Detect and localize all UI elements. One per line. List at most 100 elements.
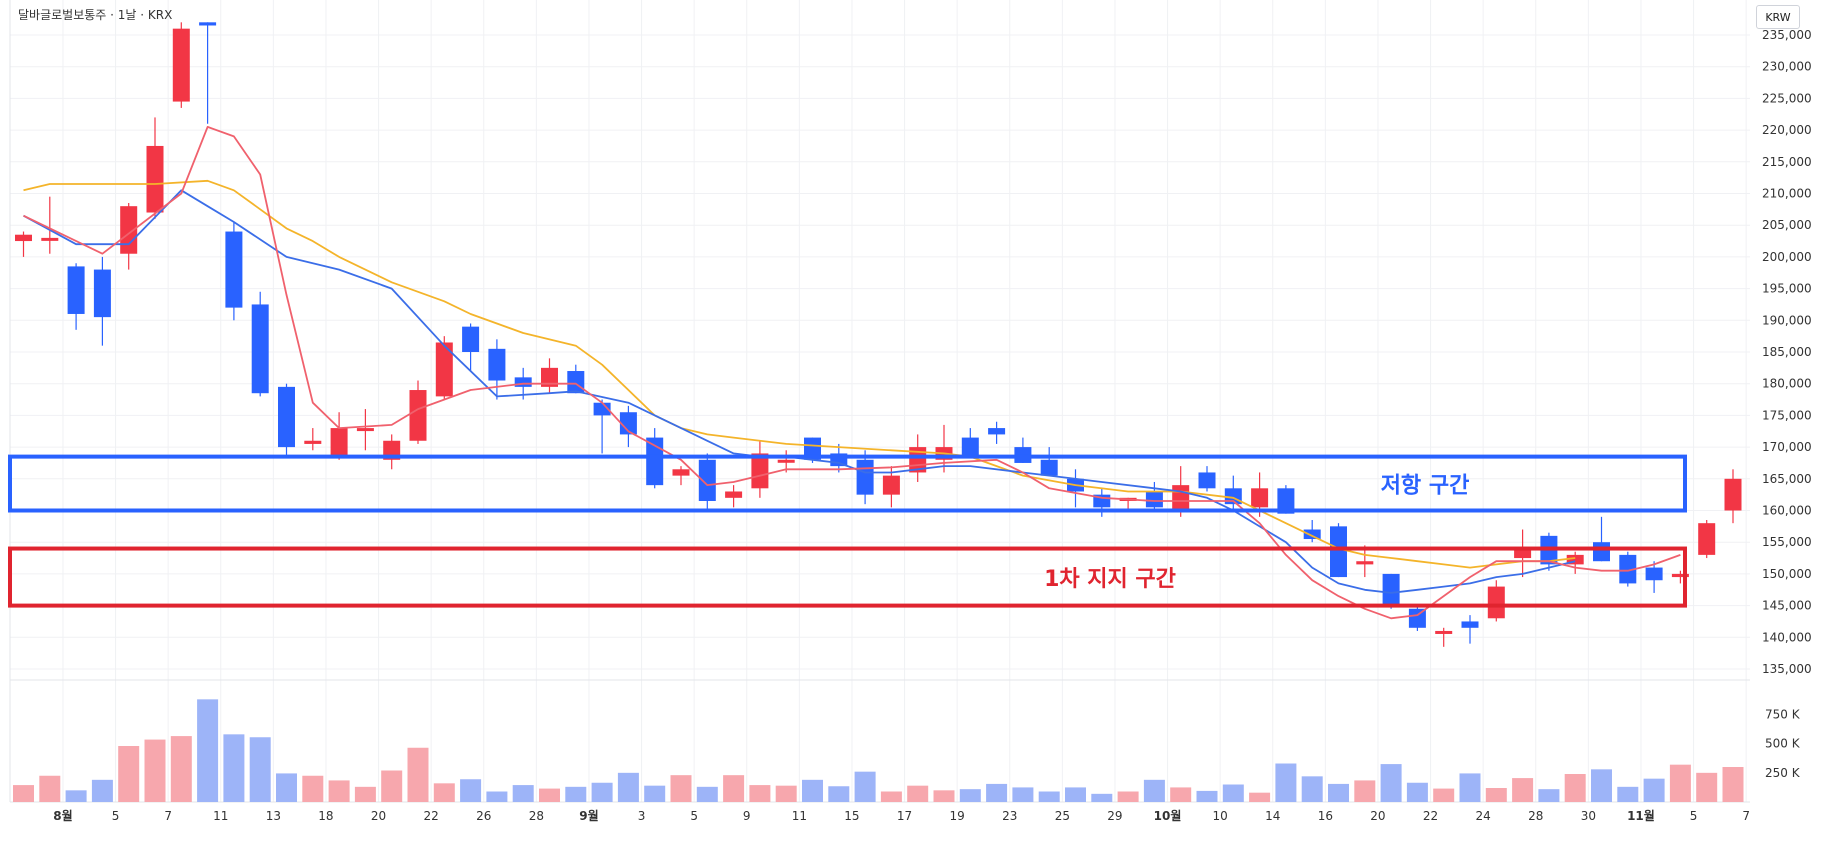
time-tick-label: 11 bbox=[213, 809, 228, 823]
candle-body bbox=[1251, 488, 1269, 508]
price-tick-label: 175,000 bbox=[1762, 408, 1812, 422]
price-tick-label: 165,000 bbox=[1762, 472, 1812, 486]
candle-body bbox=[67, 266, 85, 314]
candle-body bbox=[356, 428, 374, 432]
candle-body bbox=[541, 367, 558, 387]
candle-body bbox=[146, 145, 164, 213]
volume-bar bbox=[118, 746, 140, 802]
volume-bar bbox=[354, 786, 376, 802]
volume-bar bbox=[1433, 788, 1455, 802]
volume-bar bbox=[1170, 787, 1192, 802]
volume-bar bbox=[197, 699, 219, 802]
ma-mid-line bbox=[23, 189, 1576, 594]
volume-bar bbox=[1696, 772, 1718, 802]
candle-body bbox=[462, 326, 480, 352]
volume-bar bbox=[460, 779, 482, 802]
candle-body bbox=[1198, 472, 1216, 489]
candle-body bbox=[1461, 621, 1479, 628]
volume-bar bbox=[1249, 792, 1271, 802]
time-tick-label: 5 bbox=[690, 809, 698, 823]
candle-body bbox=[514, 377, 532, 387]
volume-bar bbox=[1380, 764, 1402, 802]
volume-bar bbox=[880, 791, 902, 802]
candle-body bbox=[41, 237, 59, 241]
price-tick-label: 235,000 bbox=[1762, 28, 1812, 42]
volume-bar bbox=[170, 736, 192, 802]
resistance-zone-label: 저항 구간 bbox=[1381, 474, 1470, 499]
volume-bar bbox=[1485, 788, 1507, 802]
candle-body bbox=[593, 402, 611, 416]
volume-bar bbox=[1722, 767, 1744, 802]
volume-bar bbox=[1328, 783, 1349, 802]
time-tick-label: 5 bbox=[1690, 809, 1698, 823]
ma-long-line bbox=[23, 179, 1576, 569]
volume-bar bbox=[644, 785, 666, 802]
candle-body bbox=[1645, 567, 1663, 581]
volume-bar bbox=[670, 775, 692, 802]
candle-body bbox=[725, 491, 743, 498]
time-tick-label: 22 bbox=[1423, 809, 1438, 823]
volume-bar bbox=[1512, 778, 1534, 802]
volume-bar bbox=[1643, 778, 1665, 802]
candle-body bbox=[672, 469, 690, 476]
volume-bar bbox=[1301, 776, 1323, 802]
time-tick-label: 25 bbox=[1055, 809, 1070, 823]
volume-bar bbox=[828, 786, 850, 802]
time-tick-label: 22 bbox=[424, 809, 439, 823]
candle-body bbox=[698, 459, 716, 501]
volume-bar bbox=[223, 734, 245, 802]
volume-bar bbox=[1459, 773, 1481, 802]
candle-body bbox=[93, 269, 111, 318]
candle-body bbox=[409, 390, 427, 441]
volume-bar bbox=[1091, 793, 1113, 802]
candle-body bbox=[1408, 608, 1426, 628]
candle-body bbox=[804, 437, 821, 460]
volume-bar bbox=[1222, 784, 1244, 802]
price-tick-label: 210,000 bbox=[1762, 187, 1812, 201]
price-tick-label: 205,000 bbox=[1762, 218, 1812, 232]
time-tick-label: 7 bbox=[164, 809, 172, 823]
volume-bar bbox=[407, 747, 429, 802]
time-tick-label: 5 bbox=[112, 809, 120, 823]
time-tick-label: 28 bbox=[1528, 809, 1543, 823]
candle-body bbox=[1330, 526, 1347, 578]
volume-bar bbox=[565, 786, 587, 802]
volume-bar bbox=[539, 788, 560, 802]
candle-body bbox=[172, 28, 190, 102]
volume-bar bbox=[1038, 791, 1060, 802]
volume-bar bbox=[907, 785, 929, 802]
time-tick-label: 20 bbox=[371, 809, 386, 823]
volume-bar bbox=[854, 771, 876, 802]
time-tick-label: 8월 bbox=[53, 808, 72, 823]
time-tick-label: 11월 bbox=[1627, 808, 1655, 823]
candle-body bbox=[961, 437, 979, 457]
candle-body bbox=[1514, 548, 1532, 559]
volume-bar bbox=[591, 782, 613, 802]
volume-bar bbox=[1538, 789, 1560, 802]
volume-bar bbox=[723, 775, 745, 802]
volume-bar bbox=[749, 785, 771, 802]
time-tick-label: 29 bbox=[1107, 809, 1122, 823]
candle-body bbox=[278, 386, 295, 448]
time-tick-label: 26 bbox=[476, 809, 491, 823]
candle-body bbox=[1593, 542, 1610, 562]
time-tick-label: 20 bbox=[1370, 809, 1385, 823]
price-tick-label: 190,000 bbox=[1762, 313, 1812, 327]
volume-bar bbox=[933, 790, 955, 802]
currency-button[interactable]: KRW bbox=[1756, 5, 1800, 29]
price-tick-label: 225,000 bbox=[1762, 91, 1812, 105]
candle-body bbox=[1435, 630, 1453, 634]
candle-body bbox=[856, 459, 874, 495]
volume-bar bbox=[144, 739, 166, 802]
resistance-zone-box bbox=[8, 454, 1687, 513]
volume-bar bbox=[433, 783, 455, 802]
ma-short-line bbox=[23, 126, 1681, 620]
volume-bar bbox=[986, 783, 1008, 802]
price-tick-label: 215,000 bbox=[1762, 155, 1812, 169]
time-tick-label: 17 bbox=[897, 809, 912, 823]
candle-body bbox=[619, 412, 637, 435]
candle-body bbox=[646, 437, 664, 486]
volume-bar bbox=[249, 737, 271, 802]
